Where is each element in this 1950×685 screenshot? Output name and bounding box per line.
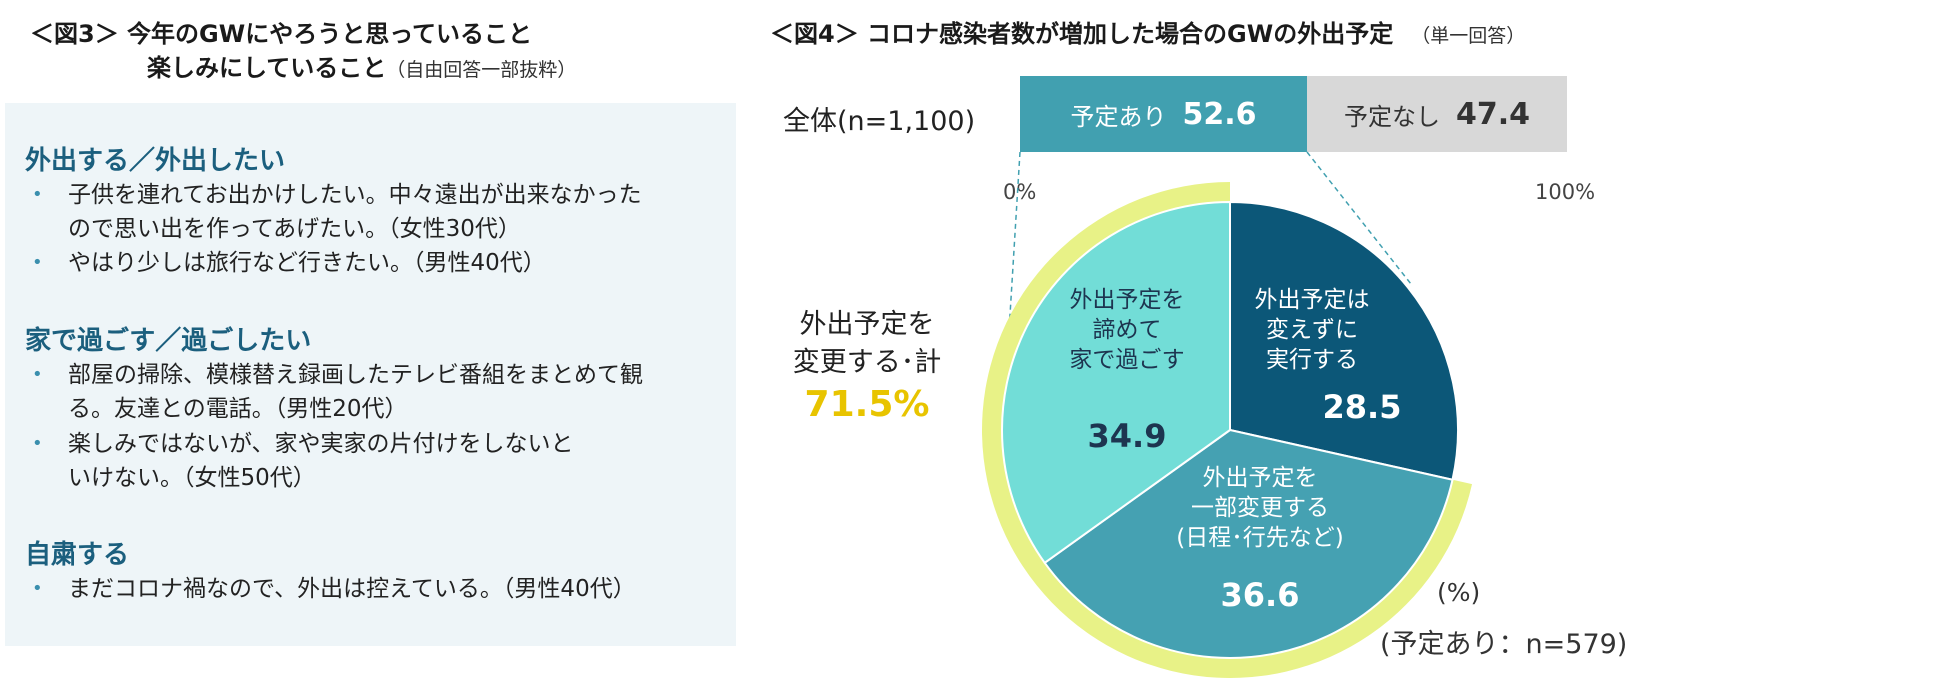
total-value: 71.5% [804, 384, 930, 425]
list-item-text: る。友達との電話。（男性20代） [68, 396, 408, 422]
slice-label-give-up: 外出予定を諦めて家で過ごす [1069, 287, 1184, 373]
slice-values-group: 28.5 36.6 34.9 [1088, 388, 1402, 614]
pie-slice-unchanged-value: 28.5 [1323, 388, 1402, 426]
axis-min-label: 0% [1003, 180, 1037, 204]
fig4-title: ＜図4＞ コロナ感染者数が増加した場合のGWの外出予定 （単一回答） [770, 14, 1525, 49]
total-label-line1: 外出予定を [799, 309, 935, 340]
total-label: 外出予定を 変更する･計 [782, 306, 952, 382]
fig3-panel [5, 103, 736, 646]
slice-labels: 外出予定は変えずに実行する 外出予定を諦めて家で過ごす 外出予定を一部変更する(… [1069, 287, 1369, 551]
section-heading-refrain: 自粛する [25, 540, 130, 570]
list-item-text: 楽しみではないが、家や実家の片付けをしないと [68, 431, 574, 457]
fig3-title-text: 楽しみにしていること [147, 54, 387, 82]
fig4-title-text: ＜図4＞ コロナ感染者数が増加した場合のGWの外出予定 [770, 20, 1394, 48]
list-item-text: 部屋の掃除、模様替え録画したテレビ番組をまとめて観 [68, 362, 643, 388]
total-label-line2: 変更する･計 [792, 347, 942, 378]
bullet-icon: • [32, 578, 43, 599]
pie-slice-give-up-value: 34.9 [1088, 417, 1167, 455]
bar-planned-value: 52.6 [1182, 96, 1257, 132]
slice-label-partial: 外出予定を一部変更する(日程･行先など) [1176, 465, 1343, 551]
pie-slice-give-up [1001, 200, 1231, 565]
bar-unplanned-value: 47.4 [1455, 96, 1531, 132]
bullet-icon: • [32, 364, 43, 385]
list-item-text: 子供を連れてお出かけしたい。中々遠出が出来なかった [68, 182, 642, 208]
unit-label: (%) [1437, 578, 1481, 607]
connector-line-right [1306, 151, 1412, 285]
list-item-text: ので思い出を作ってあげたい。（女性30代） [68, 216, 521, 242]
bullet-icon: • [32, 252, 43, 273]
bar-planned-label: 予定あり [1070, 102, 1167, 131]
bar-planned: 予定あり 52.6 [1020, 76, 1307, 152]
section-heading-outing: 外出する／外出したい [25, 146, 286, 176]
axis-max-label: 100% [1535, 180, 1596, 204]
bar-unplanned: 予定なし 47.4 [1307, 76, 1567, 152]
fig3-title-line2: 楽しみにしていること（自由回答一部抜粋） [147, 48, 576, 83]
list-item-text: やはり少しは旅行など行きたい。（男性40代） [68, 250, 546, 276]
section-heading-home: 家で過ごす／過ごしたい [25, 326, 312, 356]
pie-slices-group [1001, 200, 1459, 659]
bullet-icon: • [32, 184, 43, 205]
list-item-text: いけない。（女性50代） [68, 465, 316, 491]
pie-slice-unchanged [1229, 200, 1459, 481]
bullet-icon: • [32, 433, 43, 454]
fig4-title-note: （単一回答） [1411, 25, 1526, 47]
pie-slice-partial-value: 36.6 [1221, 576, 1300, 614]
pie-n-label: (予定あり：n=579) [1380, 629, 1628, 660]
list-item-text: まだコロナ禍なので、外出は控えている。（男性40代） [68, 576, 636, 602]
pie-slice-partial [1043, 428, 1454, 659]
slice-label-unchanged: 外出予定は変えずに実行する [1255, 287, 1370, 373]
bar-row-label: 全体(n=1,100) [783, 106, 976, 137]
fig3-title-note: （自由回答一部抜粋） [386, 59, 577, 81]
bar-unplanned-label: 予定なし [1343, 102, 1440, 131]
fig3-title-line1: ＜図3＞ 今年のGWにやろうと思っていること [30, 20, 533, 48]
